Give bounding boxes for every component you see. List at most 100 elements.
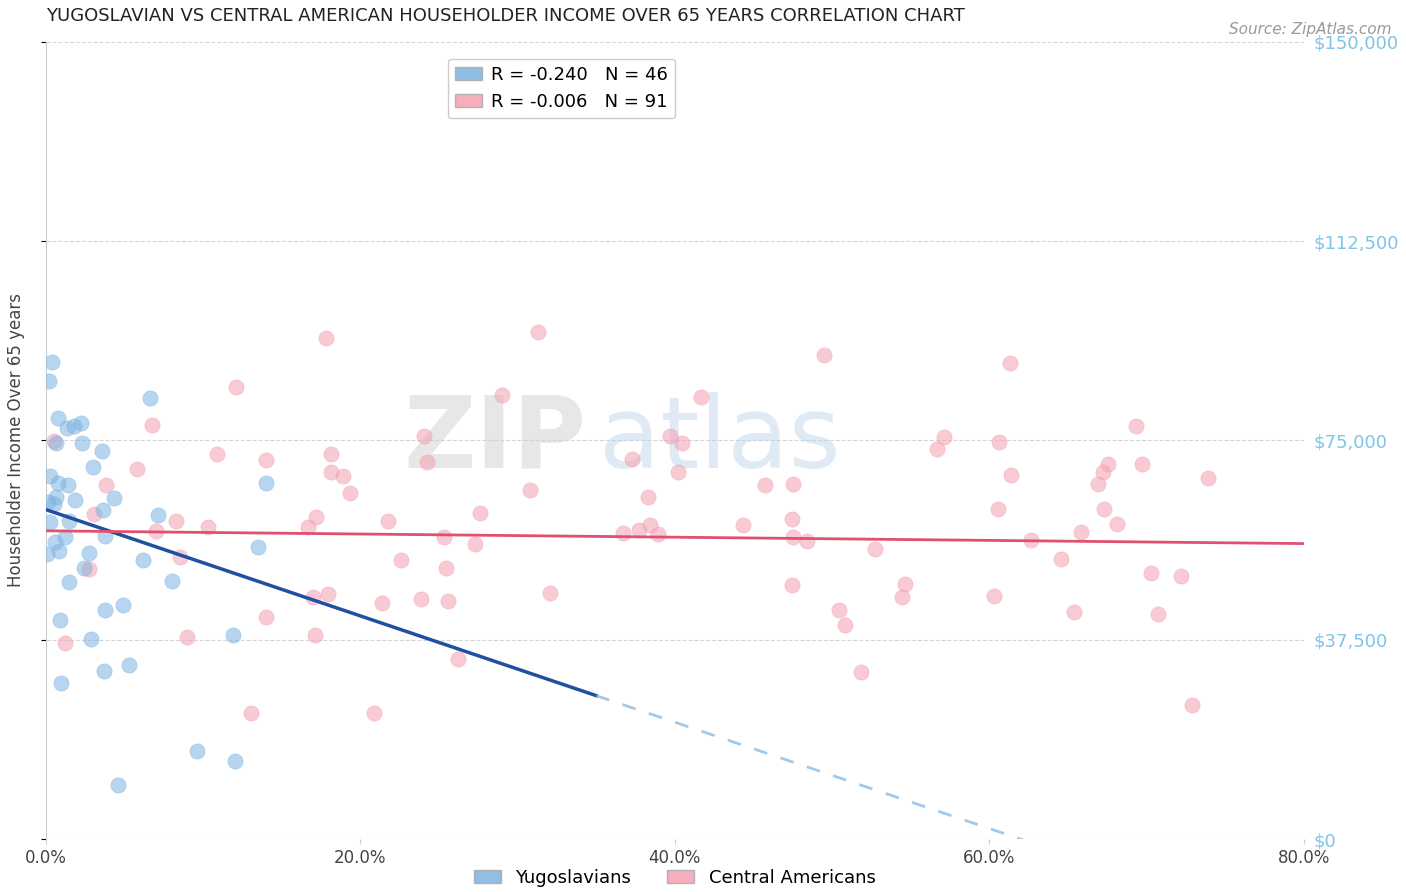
Point [117,657,139,672]
Point [42,434,65,448]
Point [377,514,399,528]
Point [145,524,167,538]
Point [73,561,96,575]
Point [225,380,247,394]
Point [197,519,219,533]
Point [83,507,105,521]
Point [659,428,682,442]
Point [254,475,277,490]
Point [146,508,169,522]
Point [304,628,326,642]
Point [58,514,80,528]
Point [538,586,561,600]
Point [82,459,104,474]
Point [93,529,115,543]
Point [63,418,86,433]
Point [224,754,246,768]
Point [433,531,456,545]
Legend: Yugoslavians, Central Americans: Yugoslavians, Central Americans [467,862,883,892]
Point [1091,465,1114,479]
Point [666,466,689,480]
Point [38,515,60,529]
Point [49,676,72,690]
Point [319,465,342,479]
Point [1019,533,1042,548]
Point [48,543,70,558]
Point [45,490,67,504]
Point [302,591,325,605]
Point [1063,605,1085,619]
Point [91,503,114,517]
Point [612,525,634,540]
Point [42,497,65,511]
Point [987,502,1010,516]
Point [782,476,804,491]
Point [983,590,1005,604]
Point [304,509,326,524]
Point [1130,457,1153,471]
Point [527,326,550,340]
Point [998,356,1021,370]
Text: atlas: atlas [599,392,841,489]
Point [925,442,948,457]
Point [1087,477,1109,491]
Point [1000,468,1022,483]
Point [318,587,340,601]
Point [468,506,491,520]
Point [813,349,835,363]
Point [519,483,541,497]
Point [222,627,245,641]
Point [107,778,129,792]
Point [637,490,659,504]
Point [45,435,67,450]
Point [370,596,392,610]
Point [53,636,76,650]
Text: YUGOSLAVIAN VS CENTRAL AMERICAN HOUSEHOLDER INCOME OVER 65 YEARS CORRELATION CHA: YUGOSLAVIAN VS CENTRAL AMERICAN HOUSEHOL… [46,7,965,25]
Point [1139,566,1161,580]
Y-axis label: Householder Income Over 65 years: Householder Income Over 65 years [7,293,25,588]
Point [37,494,59,508]
Text: Source: ZipAtlas.com: Source: ZipAtlas.com [1229,22,1392,37]
Point [987,434,1010,449]
Point [891,590,914,604]
Point [647,527,669,541]
Point [138,391,160,405]
Point [932,430,955,444]
Point [131,553,153,567]
Point [491,388,513,402]
Point [1092,501,1115,516]
Point [689,390,711,404]
Point [246,540,269,554]
Point [1181,698,1204,712]
Point [363,706,385,721]
Point [297,519,319,533]
Point [413,428,436,442]
Point [103,491,125,506]
Point [332,469,354,483]
Point [827,603,849,617]
Point [93,664,115,678]
Text: ZIP: ZIP [404,392,586,489]
Point [53,530,76,544]
Point [1097,457,1119,471]
Point [754,478,776,492]
Point [46,410,69,425]
Point [1070,524,1092,539]
Point [434,561,457,575]
Point [169,550,191,565]
Point [162,574,184,588]
Point [44,535,66,549]
Point [621,452,644,467]
Point [1105,517,1128,532]
Point [321,447,343,461]
Point [56,478,79,492]
Point [1170,569,1192,583]
Point [205,447,228,461]
Point [254,452,277,467]
Point [41,355,63,369]
Point [70,416,93,430]
Point [165,514,187,528]
Point [638,517,661,532]
Point [79,562,101,576]
Point [65,492,87,507]
